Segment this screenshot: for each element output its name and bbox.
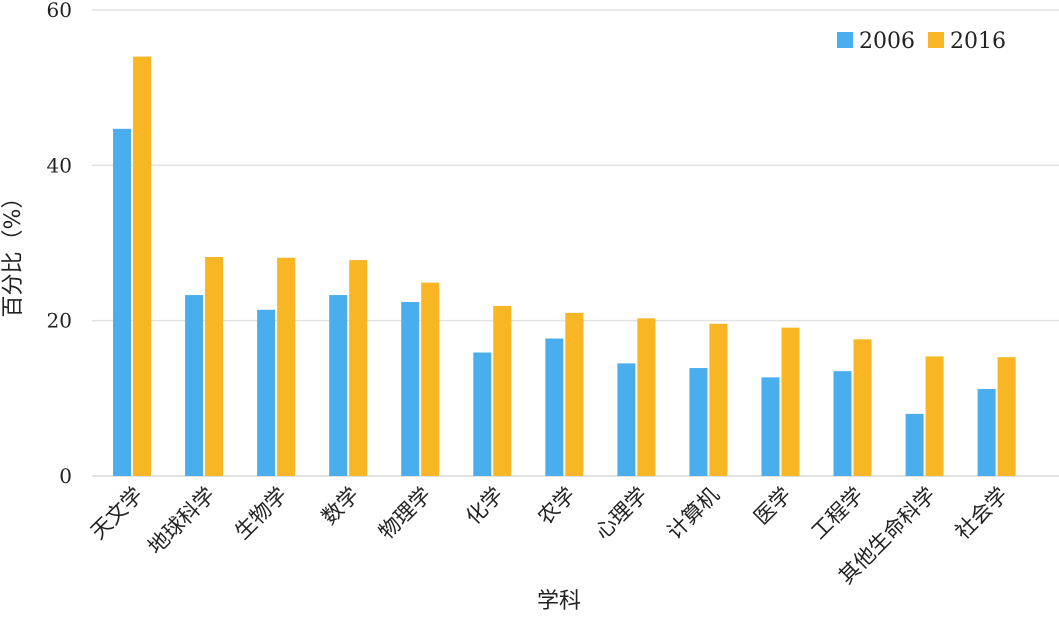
bar-2016 [925,356,944,476]
bar-2016 [997,357,1016,476]
x-category-label: 化学 [461,483,508,530]
bar-2016 [277,257,296,476]
x-category-label: 数学 [317,483,364,530]
bar-2016 [781,327,800,476]
bar-2006 [617,363,636,476]
bar-2006 [257,309,276,476]
y-axis-ticks: 0 20 40 60 [47,0,72,488]
bar-2016 [709,323,728,476]
gridlines [92,9,1059,322]
bar-2006 [905,413,924,476]
legend-swatch-2016 [928,32,944,48]
bars [113,56,1016,476]
x-category-label: 医学 [749,483,796,530]
bar-2016 [349,260,368,476]
legend-label-2016: 2016 [950,29,1006,54]
legend-swatch-2006 [837,32,853,48]
x-category-label: 天文学 [86,483,148,545]
bar-2006 [473,352,492,476]
x-category-label: 物理学 [374,483,436,545]
x-category-label: 计算机 [662,483,724,545]
y-tick-label: 20 [47,309,72,333]
y-tick-label: 60 [47,0,72,22]
bar-2016 [205,256,224,476]
bar-2016 [565,312,584,476]
bar-2006 [185,295,204,476]
x-category-label: 工程学 [807,483,869,545]
bar-2016 [133,56,152,476]
bar-2006 [329,295,348,476]
y-tick-label: 0 [59,464,72,488]
bar-2016 [421,282,440,476]
bar-2006 [113,128,132,476]
x-category-label: 农学 [533,483,580,530]
x-category-label: 生物学 [230,483,292,545]
x-axis-title: 学科 [537,589,581,614]
bar-2016 [853,339,872,476]
bar-2006 [833,371,852,476]
bar-2016 [637,318,656,476]
legend: 2006 2016 [837,29,1006,54]
bar-2006 [689,368,708,476]
x-category-label: 心理学 [590,483,652,545]
bar-2006 [401,302,420,476]
x-category-label: 地球科学 [143,483,219,559]
bar-2006 [977,389,996,476]
legend-label-2006: 2006 [859,29,915,54]
x-category-label: 社会学 [951,483,1013,545]
bar-2006 [545,338,564,476]
bar-2016 [493,305,512,476]
y-axis-title: 百分比（%） [1,187,26,318]
bar-2006 [761,377,780,476]
y-tick-label: 40 [47,153,72,177]
